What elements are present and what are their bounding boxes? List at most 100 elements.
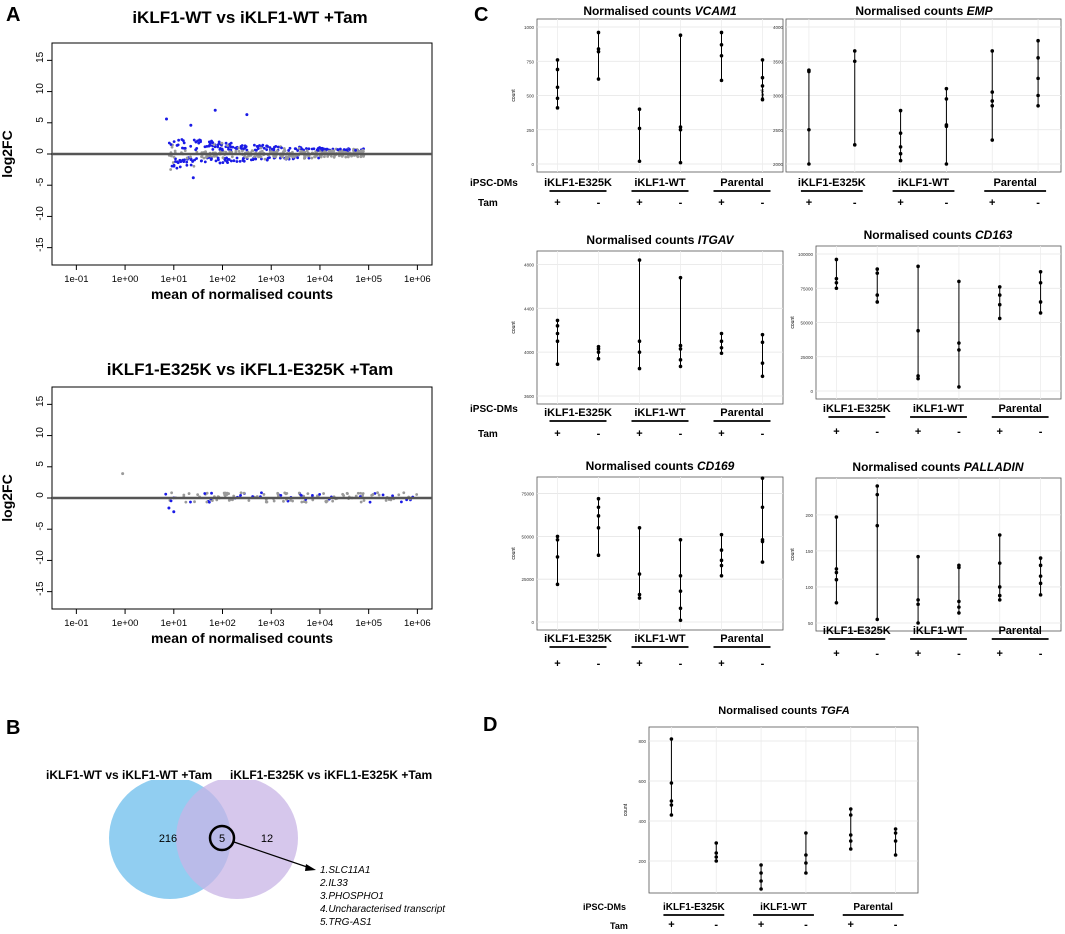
significant-point	[381, 493, 385, 497]
non-significant-point	[205, 491, 209, 495]
non-significant-point	[322, 492, 325, 495]
significant-point	[199, 139, 202, 142]
data-point	[990, 49, 995, 53]
panel-letter-d: D	[483, 714, 498, 736]
y-tick-label: 10	[35, 83, 46, 95]
data-point	[875, 293, 880, 297]
significant-point	[189, 163, 193, 167]
y-tick-label: 100000	[798, 252, 814, 257]
venn-left-count: 216	[159, 833, 177, 845]
group-label: Parental	[720, 177, 763, 189]
data-point	[760, 361, 765, 365]
data-point	[875, 492, 880, 497]
non-significant-point	[359, 500, 363, 504]
x-tick-label: 1e+04	[307, 274, 334, 285]
non-significant-point	[284, 157, 287, 161]
non-significant-point	[402, 491, 406, 495]
tam-sign: +	[554, 197, 560, 209]
y-axis-label: count	[790, 316, 796, 329]
group-label: Parental	[993, 177, 1036, 189]
data-point	[834, 577, 839, 582]
ma-plot-1: 15 10 5 0 -5 -10 -15 1e-01 1e+00 1e+01 1e+02 1e+03 1…	[0, 42, 433, 302]
tam-sign: -	[1039, 426, 1043, 438]
count-title-gene: ITGAV	[697, 233, 734, 247]
y-tick-label: 50000	[521, 534, 534, 539]
y-tick-label: 50000	[800, 321, 813, 326]
venn-right-circle	[176, 780, 298, 899]
significant-point	[164, 117, 168, 121]
count-chart-title-vcam1: Normalised counts VCAM1	[520, 4, 800, 18]
count-chart-cd169: 0 25000 50000 75000 count iKLF1-E325K iKLF1-WT…	[511, 476, 784, 670]
significant-point	[207, 500, 211, 504]
data-point	[1036, 103, 1040, 108]
data-point	[898, 145, 903, 149]
significant-point	[307, 156, 311, 160]
y-tick-label: -5	[35, 177, 46, 186]
non-significant-point	[262, 493, 266, 496]
group-label: Parental	[998, 403, 1041, 415]
non-significant-point	[230, 155, 234, 159]
non-significant-point	[239, 491, 243, 495]
y-tick-label: -5	[35, 521, 46, 530]
non-significant-point	[253, 155, 257, 159]
significant-point	[268, 156, 271, 160]
data-point	[1038, 311, 1043, 315]
data-point	[944, 162, 949, 166]
significant-point	[239, 146, 243, 150]
x-tick-label: 1e+00	[112, 618, 139, 629]
count-title-prefix: Normalised counts	[583, 4, 695, 18]
ma-plot-2: 15 10 5 0 -5 -10 -15 1e-01 1e+00 1e+01 1e+02 1e+03 1…	[0, 386, 433, 646]
data-point	[997, 585, 1002, 589]
x-tick-label: 1e+06	[404, 618, 431, 629]
y-tick-label: 600	[638, 779, 646, 784]
data-point	[719, 331, 724, 336]
significant-point	[322, 147, 325, 151]
non-significant-point	[332, 155, 336, 159]
ma-plot-2-title: iKLF1-E325K vs iKFL1-E325K +Tam	[106, 360, 394, 379]
non-significant-point	[212, 143, 216, 147]
tam-sign: +	[718, 428, 724, 440]
significant-point	[288, 146, 292, 150]
significant-point	[177, 138, 181, 142]
row-label-cells: iPSC-DMs	[470, 178, 518, 189]
significant-point	[254, 157, 258, 161]
data-point	[637, 366, 642, 371]
x-tick-label: 1e+02	[209, 618, 236, 629]
non-significant-point	[331, 499, 335, 503]
count-chart-palladin: 50 100 150 200 count iKLF1-E325K iKLF1-WT Paren…	[790, 477, 1062, 660]
significant-point	[178, 165, 182, 169]
data-point	[997, 561, 1002, 565]
non-significant-point	[319, 155, 323, 159]
data-point	[678, 573, 683, 578]
y-tick-label: 2000	[773, 162, 784, 167]
data-point	[1036, 93, 1040, 98]
data-point	[714, 841, 719, 845]
data-point	[898, 108, 903, 113]
significant-point	[221, 148, 224, 152]
data-point	[759, 887, 763, 891]
non-significant-point	[223, 493, 227, 497]
significant-point	[210, 140, 214, 144]
significant-point	[172, 140, 176, 144]
data-point	[555, 362, 560, 367]
significant-point	[338, 147, 342, 151]
data-point	[596, 344, 601, 349]
panel-letter-a: A	[6, 4, 21, 26]
ma-plot-1-title: iKLF1-WT vs iKLF1-WT +Tam	[132, 8, 368, 27]
y-tick-label: 4000	[773, 25, 784, 30]
data-point	[990, 99, 995, 103]
venn-overlap-highlight	[208, 824, 236, 852]
tam-sign: +	[758, 919, 764, 931]
significant-point	[172, 510, 176, 514]
non-significant-point	[251, 149, 255, 153]
gene-item-5: 5.TRG-AS1	[320, 917, 372, 928]
data-point	[719, 53, 724, 58]
tam-sign: -	[894, 919, 898, 931]
y-axis-label: log2FC	[0, 474, 15, 521]
non-significant-point	[187, 492, 191, 495]
data-point	[875, 300, 880, 304]
count-chart-tgfa: 200 400 600 800 count iKLF1-E325K iKLF1-WT Pare…	[623, 726, 919, 931]
significant-point	[176, 143, 180, 147]
data-point	[596, 514, 601, 518]
